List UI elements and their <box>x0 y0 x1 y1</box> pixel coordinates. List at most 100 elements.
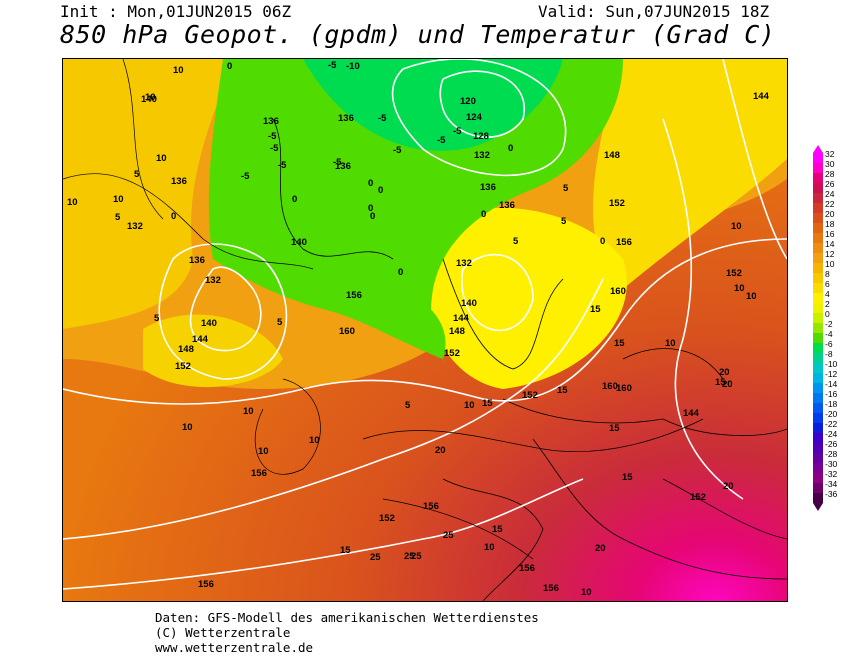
geopotential-label: 152 <box>522 390 538 401</box>
scale-swatch <box>813 383 823 393</box>
yellow-northeast <box>593 59 787 289</box>
temperature-label: 10 <box>113 194 124 205</box>
green-tongue <box>393 289 446 359</box>
temperature-label: 0 <box>171 211 176 222</box>
scale-tick-label: -32 <box>825 469 838 479</box>
scale-swatch <box>813 233 823 243</box>
scale-tick-label: -20 <box>825 409 838 419</box>
green-core <box>303 59 563 151</box>
website-text: www.wetterzentrale.de <box>155 640 314 655</box>
temperature-label: -5 <box>241 171 250 182</box>
temperature-label: 0 <box>508 143 513 154</box>
scale-tick-label: -6 <box>825 339 833 349</box>
scale-tick-label: 18 <box>825 219 835 229</box>
scale-swatch <box>813 493 823 503</box>
scale-swatch <box>813 483 823 493</box>
scale-tick-label: -28 <box>825 449 838 459</box>
geopotential-label: 152 <box>726 268 742 279</box>
green-cold-air <box>208 59 624 362</box>
scale-swatch <box>813 393 823 403</box>
scale-swatch <box>813 303 823 313</box>
scale-tick-label: -36 <box>825 489 838 499</box>
temperature-label: -5 <box>278 160 287 171</box>
temperature-label: -5 <box>333 157 342 168</box>
temperature-label: 20 <box>719 367 730 378</box>
scale-swatch <box>813 253 823 263</box>
yellow-west <box>63 59 233 329</box>
temperature-label: -5 <box>268 131 277 142</box>
temperature-label: 0 <box>481 209 486 220</box>
geopotential-label: 132 <box>456 258 472 269</box>
geopotential-label: 136 <box>338 113 354 124</box>
geopotential-label: 136 <box>335 161 351 172</box>
scale-swatch <box>813 443 823 453</box>
scale-swatch <box>813 293 823 303</box>
temperature-label: 25 <box>411 551 422 562</box>
temperature-label: 5 <box>513 236 519 247</box>
temperature-label: 20 <box>595 543 606 554</box>
scale-tick-label: -2 <box>825 319 833 329</box>
scale-tick-label: 6 <box>825 279 830 289</box>
temperature-label: -5 <box>437 135 446 146</box>
temperature-label: 15 <box>482 398 493 409</box>
temperature-label: 5 <box>154 313 160 324</box>
geopotential-label: 124 <box>466 112 483 123</box>
geopotential-label: 132 <box>127 221 143 232</box>
yellow-central <box>421 207 627 389</box>
geopotential-isolines <box>63 59 787 590</box>
scale-swatch <box>813 313 823 323</box>
geopotential-label: 148 <box>449 326 465 337</box>
map-title: 850 hPa Geopot. (gpdm) und Temperatur (G… <box>60 20 776 49</box>
temperature-label: 0 <box>368 203 373 214</box>
temperature-label: 5 <box>277 317 283 328</box>
scale-swatch <box>813 373 823 383</box>
temperature-label: 10 <box>464 400 475 411</box>
scale-swatch <box>813 163 823 173</box>
geopotential-label: 160 <box>616 383 632 394</box>
geopotential-label: 140 <box>461 298 477 309</box>
geopotential-label: 132 <box>205 275 221 286</box>
scale-swatch <box>813 203 823 213</box>
temperature-label: 25 <box>443 530 454 541</box>
scale-swatch <box>813 463 823 473</box>
footer: Daten: GFS-Modell des amerikanischen Wet… <box>155 610 539 655</box>
geopotential-label: 140 <box>141 94 157 105</box>
geopotential-label: 160 <box>339 326 355 337</box>
temperature-label: 10 <box>746 291 757 302</box>
temperature-label: 10 <box>182 422 193 433</box>
geopotential-label: 136 <box>171 176 187 187</box>
scale-swatch <box>813 433 823 443</box>
geopotential-label: 140 <box>291 237 307 248</box>
temperature-label: 20 <box>435 445 446 456</box>
geopotential-label: 156 <box>616 237 632 248</box>
scale-swatch <box>813 223 823 233</box>
scale-bottom-arrow <box>813 503 823 511</box>
scale-swatch <box>813 333 823 343</box>
valid-time: Valid: Sun,07JUN2015 18Z <box>538 2 770 21</box>
scale-swatch <box>813 243 823 253</box>
scale-tick-label: -12 <box>825 369 838 379</box>
temperature-label: 15 <box>492 524 503 535</box>
temperature-label: 10 <box>734 283 745 294</box>
scale-tick-label: 24 <box>825 189 835 199</box>
scale-tick-label: 30 <box>825 159 835 169</box>
temperature-label: 10 <box>309 435 320 446</box>
temperature-label: 10 <box>173 65 184 76</box>
temperature-label: 5 <box>563 183 569 194</box>
scale-tick-label: 12 <box>825 249 835 259</box>
temperature-label: 0 <box>378 185 383 196</box>
scale-swatch <box>813 173 823 183</box>
weather-map: 140 132 136 136 136 140 136 132 140 144 148 152 120 1… <box>62 58 788 602</box>
scale-swatch <box>813 423 823 433</box>
temperature-label: 15 <box>715 377 726 388</box>
temperature-label: 15 <box>590 304 601 315</box>
temperature-isolines <box>63 59 787 560</box>
geopotential-label: 156 <box>251 468 267 479</box>
geopotential-label: 156 <box>346 290 362 301</box>
temperature-label: -5 <box>378 113 387 124</box>
data-source-text: Daten: GFS-Modell des amerikanischen Wet… <box>155 610 539 625</box>
temperature-label: -5 <box>270 143 279 154</box>
geopotential-label: 136 <box>480 182 496 193</box>
scale-tick-label: -22 <box>825 419 838 429</box>
